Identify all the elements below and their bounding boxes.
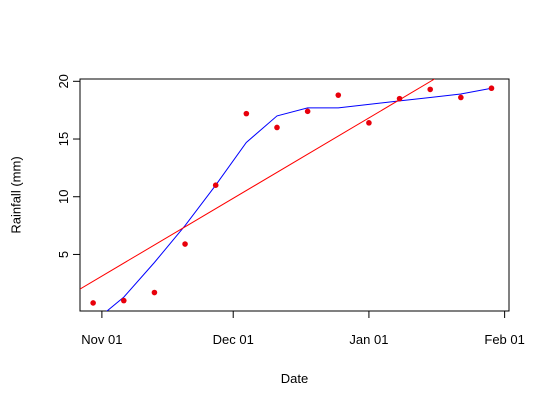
x-tick-label: Feb 01 [484,332,524,347]
data-point [90,300,96,306]
data-point [335,92,342,98]
data-point [458,94,464,101]
y-axis-title: Rainfall (mm) [8,156,23,233]
data-point [182,241,188,247]
data-point [427,86,434,93]
x-axis: Nov 01 Dec 01 Jan 01 Feb 01 [81,311,525,347]
data-point [366,120,372,126]
plot-area [80,79,495,311]
x-tick-label: Jan 01 [349,332,388,347]
y-tick-label: 5 [56,251,71,258]
data-point [488,85,495,92]
data-point [212,182,219,188]
trend-line [80,79,435,290]
y-axis: 5 10 15 20 [56,74,80,258]
y-tick-label: 20 [56,74,71,88]
data-point [243,110,250,117]
data-point [396,95,403,102]
x-tick-label: Dec 01 [213,332,254,347]
data-point [120,297,127,304]
x-axis-title: Date [281,371,308,386]
y-tick-label: 10 [56,189,71,203]
smooth-line [106,87,492,311]
data-points [90,85,495,306]
x-tick-label: Nov 01 [81,332,122,347]
data-point [151,289,158,296]
data-point [274,124,280,131]
plot-frame [79,78,510,312]
data-point [304,108,311,115]
y-tick-label: 15 [56,132,71,146]
